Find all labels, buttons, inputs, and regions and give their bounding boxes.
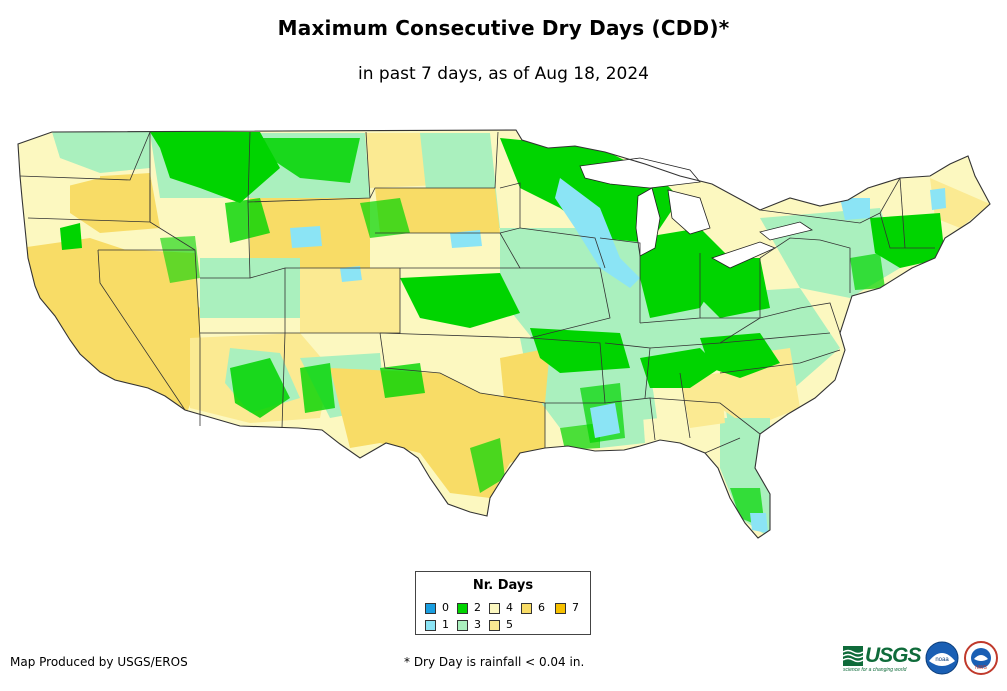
map-title: Maximum Consecutive Dry Days (CDD)* bbox=[277, 16, 730, 40]
legend-label-6: 6 bbox=[538, 601, 545, 614]
legend-items: 0 1 2 3 4 5 6 7 bbox=[425, 601, 590, 633]
map-credit: Map Produced by USGS/EROS bbox=[10, 655, 188, 669]
noaa-logo-text: noaa bbox=[935, 657, 949, 663]
legend-item-4: 4 bbox=[489, 601, 513, 615]
usgs-wordmark: USGS bbox=[865, 644, 922, 667]
legend-swatch-4 bbox=[489, 602, 500, 614]
nws-logo-text: NWS bbox=[975, 665, 987, 671]
legend-item-5: 5 bbox=[489, 618, 513, 632]
legend-label-1: 1 bbox=[442, 618, 449, 631]
noaa-logo-icon: noaa bbox=[925, 641, 959, 675]
us-cdd-map bbox=[17, 129, 991, 539]
legend-label-0: 0 bbox=[442, 601, 449, 614]
nws-logo-icon: NWS bbox=[964, 641, 998, 675]
state-borders bbox=[17, 129, 991, 539]
legend-swatch-1 bbox=[425, 619, 436, 631]
legend-label-3: 3 bbox=[474, 618, 481, 631]
legend-item-6: 6 bbox=[521, 601, 545, 615]
legend-item-3: 3 bbox=[457, 618, 481, 632]
legend-item-7: 7 bbox=[555, 601, 579, 615]
legend-item-0: 0 bbox=[425, 601, 449, 615]
legend-label-4: 4 bbox=[506, 601, 513, 614]
legend-swatch-6 bbox=[521, 602, 532, 614]
cdd-raster bbox=[18, 130, 990, 538]
legend-label-2: 2 bbox=[474, 601, 481, 614]
legend: Nr. Days 0 1 2 3 4 5 6 bbox=[415, 571, 591, 635]
legend-swatch-7 bbox=[555, 602, 566, 614]
legend-label-5: 5 bbox=[506, 618, 513, 631]
legend-swatch-0 bbox=[425, 602, 436, 614]
legend-swatch-5 bbox=[489, 619, 500, 631]
legend-item-2: 2 bbox=[457, 601, 481, 615]
legend-label-7: 7 bbox=[572, 601, 579, 614]
legend-item-1: 1 bbox=[425, 618, 449, 632]
dry-day-footnote: * Dry Day is rainfall < 0.04 in. bbox=[404, 655, 585, 669]
legend-swatch-3 bbox=[457, 619, 468, 631]
usgs-logo-icon: USGS bbox=[843, 644, 922, 667]
map-subtitle: in past 7 days, as of Aug 18, 2024 bbox=[358, 64, 649, 84]
usgs-wave-icon bbox=[843, 646, 863, 666]
legend-swatch-2 bbox=[457, 602, 468, 614]
legend-title: Nr. Days bbox=[472, 578, 534, 593]
usgs-tagline: science for a changing world bbox=[843, 667, 907, 673]
